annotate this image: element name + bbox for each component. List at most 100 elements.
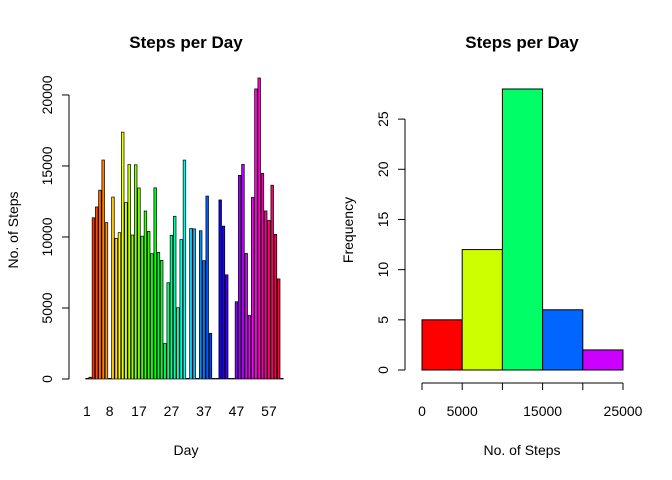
left-bar-day-55 [260,173,265,380]
right-y-tick-label: 20 [375,161,391,177]
histogram-bar-5000-10000 [461,249,503,371]
left-bar-day-13 [124,202,128,380]
left-bar-day-15 [130,234,135,380]
left-chart-x-axis: 1 8 17 27 37 47 57 [83,403,277,419]
left-bar-day-33 [189,228,193,380]
left-bar-day-26 [166,282,170,380]
left-chart-y-axis: 0 5000 10000 15000 20000 [39,75,70,383]
left-bar-day-12 [121,131,125,380]
left-bar-day-23 [156,251,161,380]
right-x-tick-label: 0 [418,403,426,419]
left-bar-day-17 [137,187,141,380]
left-chart-title: Steps per Day [129,33,243,52]
left-y-tick-label: 15000 [39,146,55,185]
left-bar-day-56 [264,210,268,380]
right-y-tick-label: 25 [375,111,391,127]
left-bar-day-50 [244,253,248,380]
left-bar-day-35 [195,378,200,380]
left-bar-day-22 [153,187,157,380]
left-bar-day-29 [176,307,180,380]
right-y-tick-label: 15 [375,211,391,227]
left-bar-day-46 [231,378,235,380]
left-bar-day-45 [228,378,232,380]
left-bar-day-38 [205,195,209,380]
left-x-tick-label: 27 [164,403,180,419]
left-x-tick-label: 8 [106,403,114,419]
right-chart-xlabel: No. of Steps [483,442,560,458]
left-y-tick-label: 10000 [39,217,55,256]
left-bar-day-42 [218,199,222,380]
left-bar-day-54 [257,77,261,380]
left-bar-day-61 [280,378,284,380]
left-bar-day-5 [98,189,102,380]
left-bar-day-34 [192,228,196,380]
left-bar-day-8 [108,378,112,380]
right-x-tick-label: 15000 [523,403,562,419]
left-bar-day-7 [104,222,109,380]
left-bar-day-39 [208,332,213,380]
left-chart-xlabel: Day [174,442,199,458]
right-y-tick-label: 0 [375,366,391,374]
left-bar-day-25 [163,343,167,380]
right-x-tick-label: 5000 [447,403,478,419]
left-bar-day-3 [91,217,96,380]
left-y-tick-label: 20000 [39,75,55,114]
left-chart-ylabel: No. of Steps [5,191,21,268]
right-chart-y-axis: 0 5 10 15 20 25 [375,111,406,374]
left-bar-day-2 [88,376,92,380]
right-y-tick-label: 5 [375,316,391,324]
left-bar-day-31 [182,159,187,380]
histogram-bar-15000-20000 [542,309,584,371]
left-bar-day-36 [199,230,203,380]
left-bar-day-11 [117,232,122,380]
left-x-tick-label: 37 [196,403,212,419]
left-bar-day-49 [241,164,245,380]
left-bar-day-48 [238,175,242,380]
left-bar-day-27 [169,234,174,380]
left-y-tick-label: 0 [39,375,55,383]
histogram-bar-20000-25000 [582,349,624,371]
left-bar-day-52 [251,197,255,380]
left-bar-day-41 [215,378,219,380]
right-chart-title: Steps per Day [465,33,579,52]
left-bar-day-1 [85,378,89,380]
left-bar-day-40 [212,378,216,380]
left-y-tick-label: 5000 [39,292,55,323]
left-bar-day-60 [277,278,281,380]
left-x-tick-label: 1 [83,403,91,419]
left-bar-day-57 [267,220,271,380]
histogram-bar-10000-15000 [501,88,544,371]
right-y-tick-label: 10 [375,262,391,278]
left-bar-day-51 [247,315,252,380]
left-bar-day-47 [234,301,239,380]
left-bar-day-14 [127,164,131,380]
left-bar-day-6 [101,159,105,380]
left-bar-day-16 [134,164,138,380]
left-bar-day-10 [114,238,118,380]
left-bar-day-24 [160,259,164,380]
right-x-tick-label: 25000 [604,403,643,419]
left-bar-day-18 [140,235,144,380]
left-x-tick-label: 47 [229,403,245,419]
left-x-tick-label: 17 [131,403,147,419]
left-bar-day-21 [150,253,154,380]
left-bar-day-43 [221,225,226,380]
left-bar-day-32 [186,378,190,380]
left-bar-day-19 [143,210,148,380]
left-bar-day-20 [147,231,151,380]
left-chart-bars [85,77,284,380]
left-bar-day-4 [95,206,99,380]
left-bar-day-58 [270,184,274,380]
left-bar-day-28 [173,215,177,380]
left-bar-day-53 [254,88,258,380]
left-bar-day-59 [273,234,278,380]
right-chart-x-axis: 0 5000 15000 25000 [418,382,643,419]
right-chart-bars [421,88,624,371]
left-bar-day-30 [179,239,183,380]
left-bar-day-44 [225,274,229,380]
right-chart-ylabel: Frequency [340,197,356,263]
left-bar-day-37 [202,260,206,380]
left-x-tick-label: 57 [261,403,277,419]
